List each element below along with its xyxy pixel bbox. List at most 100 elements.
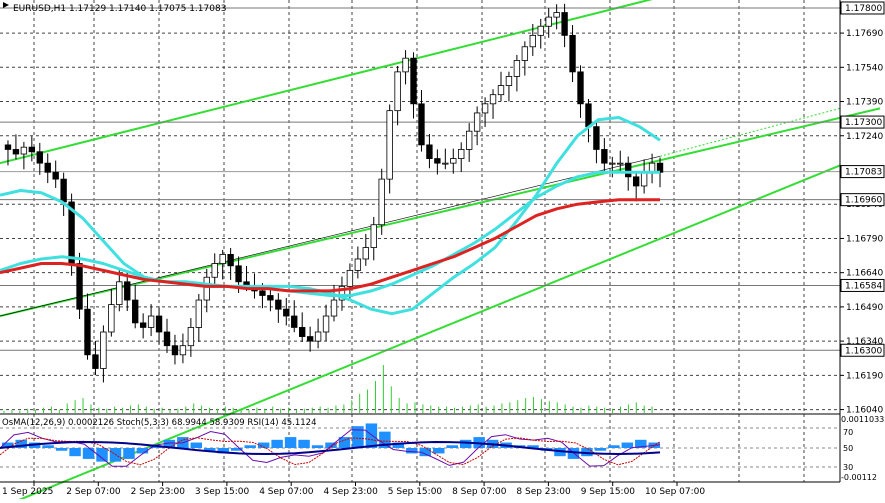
candle-body[interactable]: [577, 71, 584, 105]
candle-body[interactable]: [84, 308, 91, 356]
candle-body[interactable]: [227, 254, 234, 267]
candle-body[interactable]: [625, 162, 632, 178]
candle-body[interactable]: [656, 162, 664, 173]
candle-body[interactable]: [434, 158, 441, 164]
candle-body[interactable]: [537, 25, 544, 36]
candle-body[interactable]: [418, 103, 425, 146]
candle-body[interactable]: [338, 285, 346, 301]
osma-bar: [406, 448, 418, 454]
candle-body[interactable]: [322, 315, 330, 333]
osma-bar: [608, 445, 620, 448]
candle-body[interactable]: [481, 103, 489, 114]
candle-body[interactable]: [617, 162, 624, 165]
candle-body[interactable]: [291, 315, 298, 328]
candle-body[interactable]: [20, 146, 28, 155]
channel-line[interactable]: [0, 0, 880, 165]
candle-body[interactable]: [465, 130, 473, 150]
candle-body[interactable]: [378, 178, 385, 226]
candle-body[interactable]: [219, 254, 226, 264]
candle-body[interactable]: [44, 162, 51, 173]
channel-extension-line[interactable]: [659, 107, 841, 157]
rsi-line[interactable]: [0, 440, 661, 456]
candle-body[interactable]: [601, 149, 608, 164]
candle-body[interactable]: [132, 299, 139, 324]
candle-body[interactable]: [203, 276, 210, 301]
candle-body[interactable]: [593, 126, 600, 150]
candle-body[interactable]: [497, 85, 505, 96]
candle-body[interactable]: [155, 315, 163, 333]
candle-body[interactable]: [505, 76, 513, 86]
osma-bar: [230, 448, 243, 451]
candle-body[interactable]: [195, 299, 203, 328]
candle-body[interactable]: [632, 176, 640, 187]
candle-body[interactable]: [52, 171, 59, 180]
candle-body[interactable]: [513, 60, 521, 77]
candle-body[interactable]: [330, 299, 338, 317]
candle-body[interactable]: [267, 295, 274, 301]
candle-body[interactable]: [108, 304, 115, 333]
candle-body[interactable]: [346, 269, 354, 287]
time-label: 1 Sep 2025: [2, 487, 53, 497]
candle-body[interactable]: [545, 16, 552, 27]
candle-body[interactable]: [386, 110, 393, 180]
candle-body[interactable]: [609, 162, 616, 165]
stochastic-main-line[interactable]: [0, 429, 661, 467]
candle-body[interactable]: [116, 281, 123, 306]
candle-body[interactable]: [124, 281, 131, 301]
candle-body[interactable]: [283, 308, 290, 317]
candle-body[interactable]: [36, 151, 43, 164]
candle-body[interactable]: [76, 263, 83, 310]
candle-body[interactable]: [553, 12, 560, 18]
candle-body[interactable]: [529, 34, 536, 48]
candle-body[interactable]: [100, 331, 107, 369]
mid-channel-line[interactable]: [0, 156, 661, 317]
candle-body[interactable]: [426, 144, 433, 159]
candle-body[interactable]: [147, 315, 155, 328]
candle-body[interactable]: [521, 46, 529, 61]
channel-line[interactable]: [0, 107, 881, 317]
candle-body[interactable]: [187, 327, 195, 347]
candle-body[interactable]: [60, 178, 67, 203]
moving-averages[interactable]: [0, 116, 661, 316]
indicator-subwindow[interactable]: 0.0011033 70 50 30-0.00112: [0, 415, 884, 482]
candle-body[interactable]: [370, 224, 377, 248]
candle-body[interactable]: [402, 57, 409, 73]
candle-body[interactable]: [442, 162, 449, 165]
candle-body[interactable]: [394, 71, 401, 112]
osma-bar: [163, 439, 176, 448]
candle-body[interactable]: [275, 299, 282, 310]
candle-body[interactable]: [28, 146, 36, 153]
candle-body[interactable]: [473, 112, 481, 132]
candle-body[interactable]: [314, 331, 322, 342]
candle-body[interactable]: [139, 322, 147, 328]
candle-body[interactable]: [12, 149, 20, 155]
candle-body[interactable]: [179, 345, 187, 356]
candle-body[interactable]: [354, 258, 362, 271]
candle-body[interactable]: [259, 290, 266, 296]
candle-body[interactable]: [171, 345, 179, 356]
candle-body[interactable]: [450, 158, 457, 164]
candle-body[interactable]: [4, 144, 12, 150]
candle-body[interactable]: [306, 336, 314, 342]
candle-body[interactable]: [458, 149, 465, 159]
moving-average-line[interactable]: [0, 170, 660, 297]
moving-average-line[interactable]: [0, 116, 661, 316]
candle-body[interactable]: [163, 331, 171, 347]
candle-body[interactable]: [235, 265, 242, 283]
candle-body[interactable]: [561, 12, 568, 36]
candle-body[interactable]: [362, 247, 369, 260]
stochastic-signal-line[interactable]: [0, 437, 661, 466]
moving-average-line[interactable]: [0, 198, 660, 293]
candle-body[interactable]: [640, 171, 648, 187]
candle-body[interactable]: [410, 57, 417, 105]
candle-body[interactable]: [489, 94, 497, 105]
osma-bar: [244, 445, 256, 448]
price-candles[interactable]: [4, 3, 664, 383]
candle-body[interactable]: [585, 103, 592, 128]
candle-body[interactable]: [211, 263, 218, 278]
candle-body[interactable]: [569, 34, 576, 73]
candle-body[interactable]: [299, 327, 306, 337]
candle-body[interactable]: [92, 354, 99, 369]
